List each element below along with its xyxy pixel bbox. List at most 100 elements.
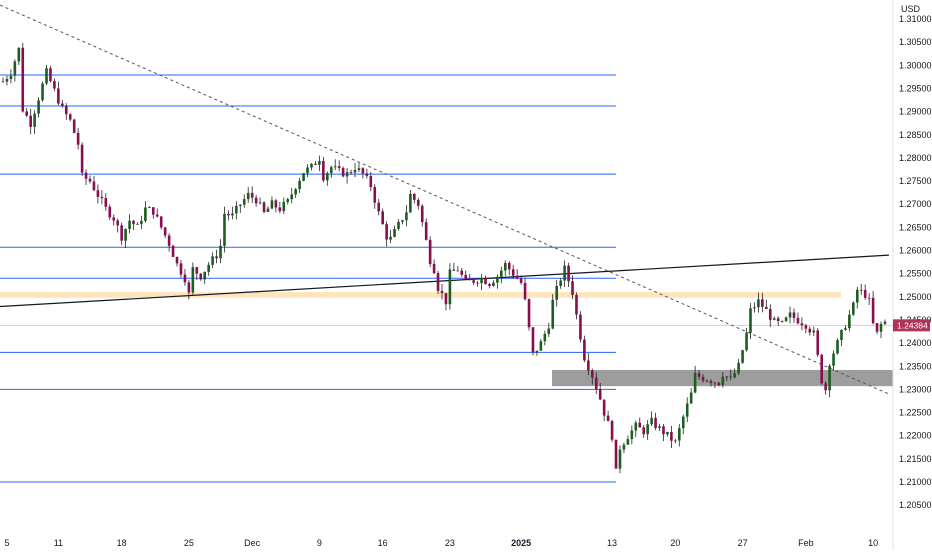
candle-body (852, 302, 855, 315)
candle-body (602, 399, 606, 416)
candle-body (571, 281, 574, 295)
candle-body (239, 204, 242, 206)
candle-body (413, 193, 416, 200)
candle-body (120, 225, 123, 241)
candle-body (666, 431, 669, 435)
candle-body (80, 144, 84, 173)
candle-body (203, 271, 207, 280)
candle-body (796, 317, 800, 324)
candle-body (559, 280, 562, 286)
candle-body (539, 341, 543, 351)
candle-body (875, 323, 879, 332)
candle-body (547, 328, 551, 334)
candle-body (701, 376, 705, 381)
candle-body (84, 172, 88, 179)
candle-body (685, 403, 689, 417)
candle-body (45, 68, 48, 84)
candle-body (132, 220, 135, 225)
y-tick-label: 1.21000 (899, 477, 932, 487)
candle-body (211, 256, 214, 265)
candle-body (258, 202, 262, 204)
candle-body (167, 235, 171, 246)
candle-body (29, 115, 32, 127)
candle-body (828, 365, 831, 391)
y-tick-label: 1.30000 (899, 60, 932, 70)
candle-body (622, 444, 626, 450)
candle-body (381, 211, 384, 225)
candle-body (329, 167, 333, 174)
candle-body (511, 269, 515, 276)
candle-body (148, 207, 151, 209)
x-tick-label: Feb (798, 538, 814, 548)
candle-body (840, 329, 843, 340)
y-tick-label: 1.26000 (899, 246, 932, 256)
price-axis[interactable]: USD (892, 0, 921, 550)
candle-body (820, 354, 823, 384)
candle-body (448, 269, 452, 305)
candle-body (318, 161, 321, 165)
candle-body (195, 267, 199, 274)
candle-body (235, 205, 238, 214)
candle-body (749, 308, 752, 333)
candle-body (179, 263, 183, 275)
candle-body (108, 206, 112, 218)
candle-body (772, 318, 776, 320)
candle-body (689, 392, 693, 404)
y-tick-label: 1.23000 (899, 384, 932, 394)
candle-body (792, 312, 796, 318)
candle-body (804, 325, 808, 329)
y-tick-label: 1.22500 (899, 408, 932, 418)
candle-body (844, 328, 847, 330)
candle-body (104, 197, 108, 207)
candle-body (575, 294, 578, 315)
candle-body (709, 381, 713, 383)
candle-body (183, 274, 187, 283)
candle-body (159, 216, 163, 228)
candle-body (349, 172, 353, 174)
candle-body (76, 132, 80, 145)
candle-body (163, 227, 167, 236)
candle-body (761, 299, 764, 307)
candle-body (61, 103, 64, 107)
x-tick-label: Dec (244, 538, 261, 548)
candle-body (757, 299, 760, 308)
candle-body (662, 426, 665, 435)
candle-body (555, 285, 558, 300)
candles-layer (1, 42, 887, 474)
y-tick-label: 1.29500 (899, 83, 932, 93)
candle-body (199, 273, 203, 280)
candle-body (207, 264, 210, 272)
candle-body (373, 187, 377, 203)
candle-body (717, 382, 721, 386)
candle-body (543, 333, 547, 342)
candle-body (713, 382, 717, 384)
candle-body (832, 353, 835, 366)
candle-body (337, 166, 341, 169)
candle-body (294, 189, 297, 195)
candle-body (871, 297, 875, 324)
candle-body (144, 207, 147, 221)
candle-body (452, 269, 456, 271)
candle-body (357, 168, 361, 170)
candle-body (780, 321, 784, 322)
candle-body (298, 180, 301, 190)
candle-body (310, 163, 313, 168)
candle-body (302, 173, 305, 181)
candle-body (480, 278, 483, 284)
candle-body (262, 202, 266, 212)
candle-body (444, 293, 448, 305)
candle-body (424, 222, 428, 240)
candle-body (409, 193, 412, 213)
y-tick-label: 1.26500 (899, 222, 932, 232)
candle-body (100, 196, 104, 198)
candle-body (519, 278, 523, 283)
candle-body (464, 274, 468, 280)
candle-body (401, 220, 404, 222)
candle-body (175, 257, 179, 264)
candle-body (725, 376, 729, 378)
candle-body (492, 282, 495, 286)
candle-body (37, 100, 40, 114)
candle-body (800, 323, 804, 326)
